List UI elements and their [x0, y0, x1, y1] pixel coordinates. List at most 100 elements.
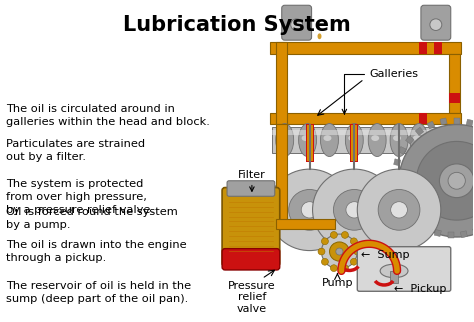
Ellipse shape	[390, 124, 408, 156]
Ellipse shape	[276, 124, 294, 156]
Ellipse shape	[299, 124, 317, 156]
Ellipse shape	[279, 135, 287, 141]
Bar	[276, 219, 336, 229]
Text: Oil is forced round the system
by a pump.: Oil is forced round the system by a pump…	[6, 207, 178, 230]
Ellipse shape	[413, 135, 421, 141]
Bar	[393, 159, 401, 166]
Ellipse shape	[298, 33, 301, 39]
Ellipse shape	[346, 124, 363, 156]
Bar	[276, 42, 287, 124]
Bar	[410, 217, 419, 225]
Ellipse shape	[320, 124, 338, 156]
Bar	[270, 42, 461, 54]
Ellipse shape	[323, 135, 331, 141]
Circle shape	[341, 232, 348, 238]
Bar	[306, 124, 313, 162]
Circle shape	[350, 258, 357, 265]
Bar	[419, 42, 427, 54]
Text: The reservoir of oil is held in the
sump (deep part of the oil pan).: The reservoir of oil is held in the sump…	[6, 281, 191, 304]
Text: Lubrication System: Lubrication System	[123, 15, 351, 35]
Circle shape	[336, 248, 343, 255]
Bar	[398, 147, 406, 154]
FancyBboxPatch shape	[421, 5, 451, 40]
Ellipse shape	[393, 135, 401, 141]
Bar	[449, 93, 460, 103]
Bar	[272, 130, 444, 135]
Circle shape	[357, 169, 441, 251]
Ellipse shape	[427, 33, 431, 39]
Text: Galleries: Galleries	[342, 69, 418, 114]
Circle shape	[321, 238, 328, 245]
Circle shape	[391, 202, 407, 218]
FancyBboxPatch shape	[222, 249, 280, 270]
Bar	[396, 196, 403, 204]
Bar	[421, 224, 429, 232]
Text: Particulates are strained
out by a filter.: Particulates are strained out by a filte…	[6, 139, 145, 162]
FancyBboxPatch shape	[282, 5, 311, 40]
Circle shape	[301, 202, 318, 218]
Ellipse shape	[301, 135, 310, 141]
Bar	[415, 127, 424, 135]
Circle shape	[321, 258, 328, 265]
Circle shape	[321, 234, 357, 269]
Circle shape	[346, 202, 363, 218]
Ellipse shape	[348, 135, 356, 141]
Circle shape	[330, 232, 337, 238]
Bar	[307, 125, 312, 161]
Text: Filter: Filter	[238, 170, 266, 191]
Bar	[392, 172, 398, 178]
Circle shape	[318, 248, 325, 255]
Circle shape	[350, 238, 357, 245]
Circle shape	[289, 189, 330, 230]
Circle shape	[330, 265, 337, 271]
Ellipse shape	[380, 264, 408, 278]
Circle shape	[268, 169, 351, 251]
Circle shape	[291, 19, 302, 31]
Bar	[448, 232, 454, 238]
Text: ←  Pickup: ← Pickup	[394, 284, 447, 294]
Circle shape	[430, 19, 442, 31]
Bar	[427, 121, 435, 129]
Bar	[390, 271, 398, 283]
Bar	[454, 118, 460, 124]
Ellipse shape	[318, 33, 321, 39]
Circle shape	[312, 169, 396, 251]
Text: The system is protected
from over high pressure,
by a pressure relief valve.: The system is protected from over high p…	[6, 179, 154, 215]
Bar	[270, 113, 461, 124]
Circle shape	[448, 172, 465, 189]
Circle shape	[399, 125, 474, 237]
Circle shape	[416, 141, 474, 220]
Bar	[466, 119, 473, 126]
Ellipse shape	[368, 124, 386, 156]
Bar	[402, 207, 410, 215]
Circle shape	[333, 189, 375, 230]
Text: ←  Sump: ← Sump	[361, 250, 410, 260]
Circle shape	[439, 164, 474, 198]
Bar	[419, 113, 427, 124]
Bar	[449, 54, 460, 113]
Ellipse shape	[371, 135, 379, 141]
Ellipse shape	[447, 33, 451, 39]
FancyBboxPatch shape	[227, 181, 275, 196]
Text: The oil is drawn into the engine
through a pickup.: The oil is drawn into the engine through…	[6, 240, 187, 263]
Text: Pump: Pump	[322, 278, 353, 288]
Bar	[272, 128, 444, 153]
FancyBboxPatch shape	[357, 247, 451, 291]
Circle shape	[378, 189, 420, 230]
Text: Pressure
relief
valve: Pressure relief valve	[228, 281, 276, 314]
Circle shape	[329, 242, 349, 261]
Bar	[460, 231, 467, 238]
Bar	[434, 42, 442, 54]
Circle shape	[341, 265, 348, 271]
Circle shape	[354, 248, 361, 255]
Text: The oil is circulated around in
galleries within the head and block.: The oil is circulated around in gallerie…	[6, 104, 210, 127]
FancyBboxPatch shape	[222, 187, 280, 266]
Bar	[350, 124, 358, 162]
Bar	[351, 125, 357, 161]
Bar	[392, 184, 400, 191]
Ellipse shape	[410, 124, 428, 156]
Bar	[406, 136, 414, 144]
Bar	[440, 118, 447, 125]
Bar	[276, 124, 287, 221]
Bar	[434, 230, 441, 236]
